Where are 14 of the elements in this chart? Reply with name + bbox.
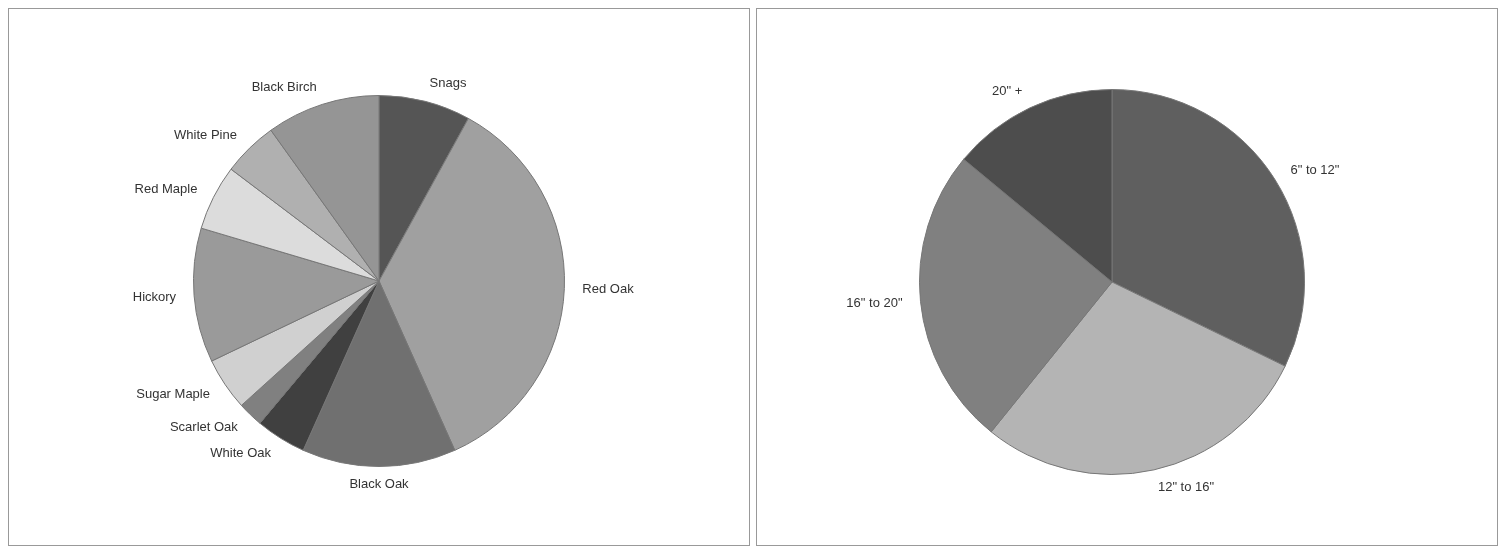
slice-label: 12" to 16"	[1157, 479, 1215, 495]
slice-label: Scarlet Oak	[169, 419, 239, 435]
slice-label: Sugar Maple	[136, 385, 210, 401]
slice-label: White Pine	[174, 126, 237, 142]
slice-label: Snags	[429, 75, 467, 91]
slice-label: White Oak	[210, 445, 272, 461]
slice-label: Black Oak	[349, 476, 410, 492]
slice-label: 20" +	[992, 83, 1023, 99]
slice-label: Hickory	[132, 288, 177, 304]
slice-label: Red Oak	[582, 280, 635, 296]
slice-label: Black Birch	[251, 78, 317, 94]
slice-label: 6" to 12"	[1290, 161, 1340, 177]
slice-label: Red Maple	[134, 180, 198, 196]
slice-label: 16" to 20"	[846, 294, 903, 310]
